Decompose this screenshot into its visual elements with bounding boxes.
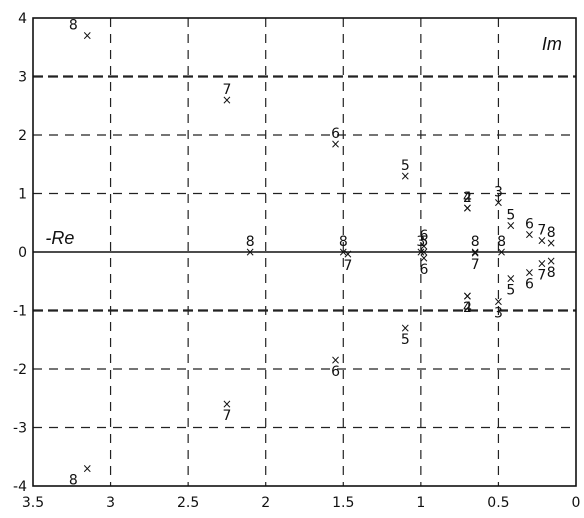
- pole-marker: ×: [416, 245, 426, 259]
- pole-order-label: 7: [343, 258, 352, 274]
- pole-order-label: 8: [471, 234, 480, 250]
- pole-marker: ×: [330, 137, 340, 151]
- pole-order-label: 6: [525, 276, 534, 292]
- pole-marker: ×: [338, 245, 348, 259]
- pole-order-label: 3: [494, 184, 503, 200]
- pole-marker: ×: [82, 29, 92, 43]
- y-tick-label: 1: [18, 187, 27, 203]
- pole-marker: ×: [524, 265, 534, 279]
- pole-order-label: 2: [463, 300, 472, 316]
- x-tick-label: 0: [572, 495, 581, 511]
- pole-order-label: 8: [246, 234, 255, 250]
- x-axis-label: -Re: [45, 228, 74, 248]
- pole-marker: ×: [493, 295, 503, 309]
- pole-order-label: 5: [401, 332, 410, 348]
- data-points: ×8×7×6×5×8×8×7×6×6×3×5×8×7×2×4×2×4×3×3×8…: [69, 18, 556, 489]
- pole-marker: ×: [470, 245, 480, 259]
- pole-marker: ×: [419, 239, 429, 253]
- pole-order-label: 7: [222, 82, 231, 98]
- pole-marker: ×: [506, 219, 516, 233]
- pole-marker: ×: [537, 233, 547, 247]
- pole-order-label: 4: [463, 190, 472, 206]
- pole-order-label: 4: [463, 300, 472, 316]
- pole-order-label: 8: [547, 225, 556, 241]
- x-tick-label: 0.5: [487, 495, 509, 511]
- x-tick-label: 3.5: [22, 495, 44, 511]
- pole-order-label: 3: [494, 306, 503, 322]
- pole-order-label: 5: [419, 234, 428, 250]
- pole-order-label: 7: [471, 257, 480, 273]
- pole-marker: ×: [493, 195, 503, 209]
- pole-order-label: 6: [419, 228, 428, 244]
- pole-order-label: 7: [222, 408, 231, 424]
- pole-order-label: 6: [331, 126, 340, 142]
- pole-marker: ×: [82, 461, 92, 475]
- pole-marker: ×: [524, 227, 534, 241]
- pole-marker: ×: [462, 289, 472, 303]
- y-tick-label: 3: [18, 70, 27, 86]
- pole-order-label: 5: [401, 158, 410, 174]
- pole-order-label: 3: [416, 234, 425, 250]
- pole-marker: ×: [343, 247, 353, 261]
- pole-marker: ×: [546, 236, 556, 250]
- y-tick-label: 4: [18, 11, 27, 27]
- pole-order-label: 8: [69, 472, 78, 488]
- y-tick-label: 2: [18, 128, 27, 144]
- pole-marker: ×: [419, 251, 429, 265]
- pole-order-label: 5: [506, 208, 515, 224]
- y-tick-label: -4: [13, 479, 27, 495]
- y-tick-label: 0: [18, 245, 27, 261]
- pole-order-label: 8: [547, 265, 556, 281]
- pole-order-label: 2: [463, 190, 472, 206]
- pole-marker: ×: [400, 169, 410, 183]
- pole-marker: ×: [506, 271, 516, 285]
- pole-order-label: 6: [419, 262, 428, 278]
- y-tick-label: -1: [13, 304, 27, 320]
- x-tick-label: 2: [261, 495, 270, 511]
- axes: [32, 17, 577, 487]
- pole-marker: ×: [462, 201, 472, 215]
- grid: [33, 18, 576, 486]
- tick-labels: 3.5 3 2.5 2 1.5 1 0.5 0 4 3 2 1 0 -1 -2 -3 -4: [13, 11, 580, 511]
- pole-marker: ×: [400, 321, 410, 335]
- x-tick-label: 1.5: [332, 495, 354, 511]
- pole-marker: ×: [537, 257, 547, 271]
- pole-order-label: 5: [506, 282, 515, 298]
- pole-marker: ×: [546, 254, 556, 268]
- x-tick-label: 2.5: [177, 495, 199, 511]
- pole-marker: ×: [222, 93, 232, 107]
- pole-marker: ×: [222, 397, 232, 411]
- pole-marker: ×: [419, 245, 429, 259]
- pole-order-label: 6: [525, 216, 534, 232]
- pole-order-label: 8: [497, 234, 506, 250]
- y-tick-label: -2: [13, 362, 27, 378]
- pole-order-label: 6: [331, 364, 340, 380]
- pole-order-label: 8: [339, 234, 348, 250]
- pole-order-label: 7: [537, 268, 546, 284]
- pole-order-label: 8: [69, 18, 78, 34]
- y-tick-label: -3: [13, 421, 27, 437]
- pole-marker: ×: [245, 245, 255, 259]
- pole-marker: ×: [470, 246, 480, 260]
- pole-marker: ×: [330, 353, 340, 367]
- x-tick-label: 1: [416, 495, 425, 511]
- y-axis-label: Im: [542, 34, 562, 54]
- pole-marker: ×: [497, 245, 507, 259]
- pole-order-label: 7: [537, 222, 546, 238]
- pole-marker: ×: [462, 289, 472, 303]
- x-tick-label: 3: [106, 495, 115, 511]
- pole-marker: ×: [462, 201, 472, 215]
